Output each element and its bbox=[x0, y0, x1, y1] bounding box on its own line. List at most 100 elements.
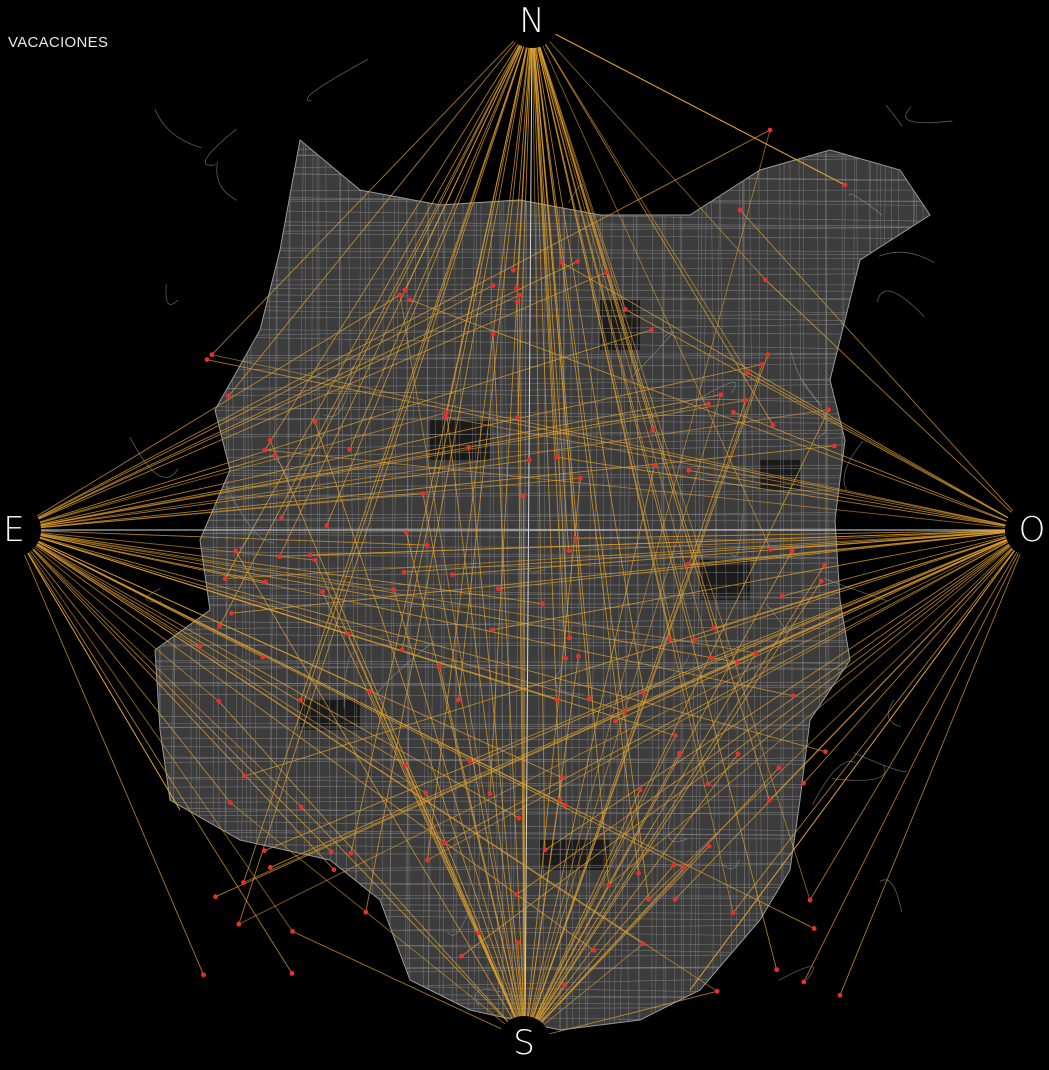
destination-point bbox=[313, 558, 318, 563]
destination-point bbox=[229, 611, 234, 616]
destination-point bbox=[444, 410, 449, 415]
destination-point bbox=[263, 448, 268, 453]
destination-point bbox=[213, 894, 218, 899]
destination-point bbox=[673, 733, 678, 738]
destination-point bbox=[736, 752, 741, 757]
destination-point bbox=[566, 548, 571, 553]
destination-point bbox=[216, 699, 221, 704]
destination-point bbox=[770, 423, 775, 428]
destination-point bbox=[774, 967, 779, 972]
destination-point bbox=[515, 940, 520, 945]
destination-point bbox=[540, 601, 545, 606]
destination-point bbox=[490, 283, 495, 288]
destination-point bbox=[404, 530, 409, 535]
destination-point bbox=[668, 637, 673, 642]
destination-point bbox=[488, 791, 493, 796]
destination-point bbox=[298, 698, 303, 703]
destination-point bbox=[209, 352, 214, 357]
destination-point bbox=[277, 554, 282, 559]
destination-point bbox=[622, 709, 627, 714]
destination-point bbox=[692, 637, 697, 642]
destination-point bbox=[753, 651, 758, 656]
destination-point bbox=[236, 922, 241, 927]
destination-point bbox=[217, 623, 222, 628]
destination-point bbox=[201, 972, 206, 977]
destination-point bbox=[706, 782, 711, 787]
destination-point bbox=[233, 548, 238, 553]
destination-point bbox=[425, 543, 430, 548]
destination-point bbox=[780, 594, 785, 599]
destination-point bbox=[408, 298, 413, 303]
destination-point bbox=[604, 270, 609, 275]
destination-point bbox=[241, 880, 246, 885]
destination-point bbox=[299, 804, 304, 809]
destination-point bbox=[349, 851, 354, 856]
destination-point bbox=[402, 570, 407, 575]
destination-point bbox=[822, 563, 827, 568]
destination-point bbox=[790, 548, 795, 553]
destination-point bbox=[682, 865, 687, 870]
destination-point bbox=[819, 579, 824, 584]
destination-point bbox=[555, 697, 560, 702]
destination-point bbox=[791, 694, 796, 699]
destination-point bbox=[511, 268, 516, 273]
destination-point bbox=[490, 627, 495, 632]
destination-point bbox=[838, 993, 843, 998]
destination-point bbox=[623, 307, 628, 312]
destination-point bbox=[650, 428, 655, 433]
destination-point bbox=[496, 586, 501, 591]
destination-point bbox=[652, 463, 657, 468]
destination-point bbox=[312, 420, 317, 425]
destination-point bbox=[562, 983, 567, 988]
destination-point bbox=[332, 867, 337, 872]
destination-point bbox=[768, 128, 773, 133]
destination-point bbox=[560, 775, 565, 780]
destination-point bbox=[563, 656, 568, 661]
destination-point bbox=[767, 798, 772, 803]
destination-point bbox=[677, 751, 682, 756]
destination-point bbox=[205, 357, 210, 362]
destination-point bbox=[777, 765, 782, 770]
destination-point bbox=[745, 370, 750, 375]
destination-point bbox=[743, 398, 748, 403]
destination-point bbox=[363, 910, 368, 915]
destination-point bbox=[279, 516, 284, 521]
destination-point bbox=[636, 871, 641, 876]
destination-point bbox=[268, 865, 273, 870]
destination-point bbox=[442, 840, 447, 845]
destination-point bbox=[768, 547, 773, 552]
destination-point bbox=[576, 654, 581, 659]
compass-south[interactable]: S bbox=[497, 1016, 551, 1070]
destination-point bbox=[592, 948, 597, 953]
destination-point bbox=[606, 883, 611, 888]
destination-point bbox=[514, 285, 519, 290]
destination-point bbox=[711, 626, 716, 631]
destination-point bbox=[517, 816, 522, 821]
destination-point bbox=[671, 863, 676, 868]
destination-point bbox=[450, 572, 455, 577]
destination-point bbox=[329, 849, 334, 854]
destination-point bbox=[715, 989, 720, 994]
destination-point bbox=[673, 897, 678, 902]
destination-point bbox=[808, 898, 813, 903]
destination-point bbox=[559, 260, 564, 265]
destination-point bbox=[578, 476, 583, 481]
destination-point bbox=[443, 415, 448, 420]
destination-point bbox=[515, 415, 520, 420]
destination-point bbox=[262, 848, 267, 853]
destination-point bbox=[515, 299, 520, 304]
destination-point bbox=[425, 858, 430, 863]
destination-point bbox=[575, 259, 580, 264]
destination-point bbox=[801, 781, 806, 786]
destination-point bbox=[763, 277, 768, 282]
destination-point bbox=[476, 931, 481, 936]
destination-point bbox=[707, 844, 712, 849]
destination-point bbox=[686, 468, 691, 473]
destination-point bbox=[706, 401, 711, 406]
destination-point bbox=[826, 407, 831, 412]
destination-point bbox=[573, 536, 578, 541]
destination-point bbox=[760, 362, 765, 367]
destination-point bbox=[801, 979, 806, 984]
destination-point bbox=[843, 183, 848, 188]
